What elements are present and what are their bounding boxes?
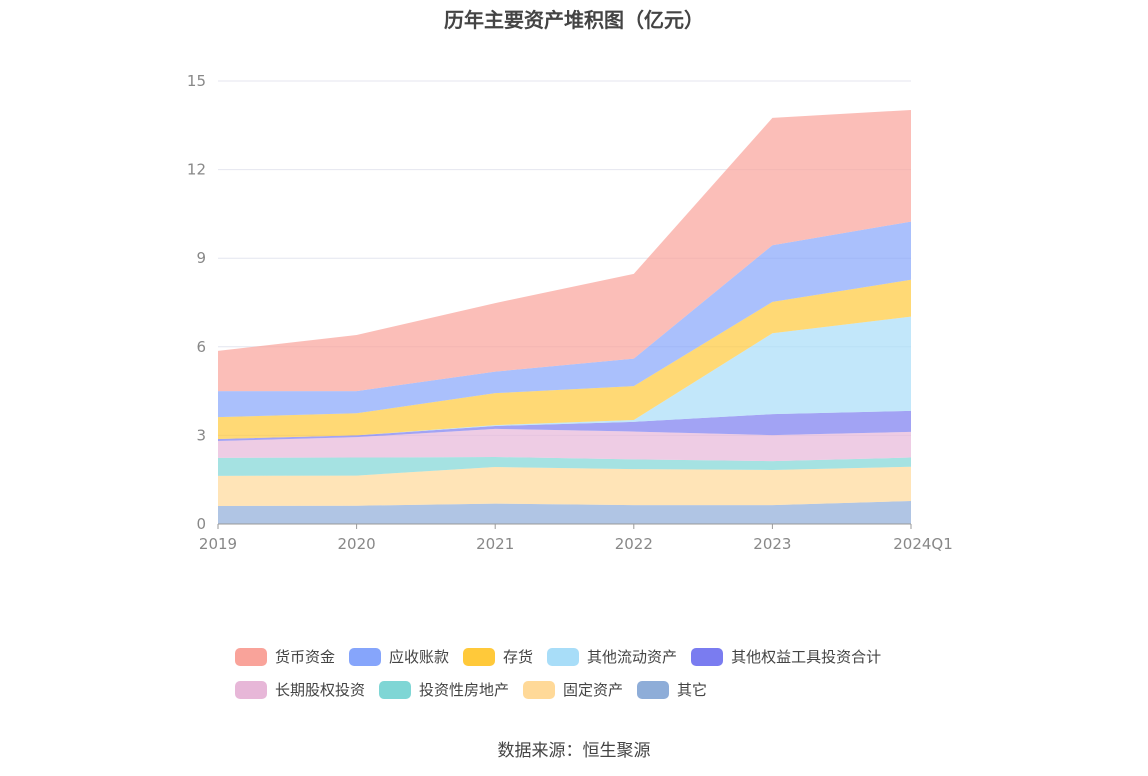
legend-swatch (349, 647, 382, 666)
area-应收账款 (218, 221, 911, 418)
area-其他流动资产 (218, 316, 911, 439)
legend-swatch (235, 647, 267, 666)
area-存货 (218, 279, 911, 439)
legend-label: 其他权益工具投资合计 (731, 648, 882, 666)
legend: 货币资金 应收账款 存货 其他流动资产 其他权益工具投资合计长期股权投资 投资性房地产 固定… (235, 640, 955, 706)
area-长期股权投资 (218, 428, 911, 462)
legend-swatch (637, 680, 670, 699)
x-tick-label: 2021 (476, 535, 514, 553)
y-tick-label: 0 (196, 515, 206, 533)
legend-item[interactable]: 其他流动资产 (547, 646, 677, 667)
area-其它 (218, 500, 911, 524)
legend-item[interactable]: 货币资金 (235, 646, 335, 667)
x-tick-label: 2019 (199, 535, 237, 553)
legend-swatch (547, 647, 580, 666)
legend-item[interactable]: 应收账款 (349, 646, 449, 667)
y-tick-label: 12 (187, 161, 206, 179)
legend-label: 固定资产 (563, 681, 624, 699)
legend-item[interactable]: 存货 (463, 646, 533, 667)
y-tick-label: 9 (196, 249, 206, 267)
legend-item[interactable]: 投资性房地产 (379, 679, 509, 700)
legend-swatch (691, 647, 724, 666)
x-tick-label: 2020 (338, 535, 376, 553)
legend-row: 货币资金 应收账款 存货 其他流动资产 其他权益工具投资合计 (235, 640, 955, 673)
legend-label: 存货 (503, 648, 534, 666)
y-tick-label: 15 (187, 72, 206, 90)
legend-swatch (379, 680, 412, 699)
data-source: 数据来源：恒生聚源 (497, 741, 651, 761)
stacked-area-chart: 0 3 6 9 12 15 2019 2020 2021 2022 2023 2024Q1 (187, 72, 953, 553)
area-其他权益工具投资合计 (218, 410, 911, 442)
legend-row: 长期股权投资 投资性房地产 固定资产 其它 (235, 673, 955, 706)
x-tick-label: 2024Q1 (893, 535, 953, 553)
legend-swatch (463, 647, 496, 666)
area-固定资产 (218, 466, 911, 506)
legend-item[interactable]: 固定资产 (523, 679, 623, 700)
legend-label: 货币资金 (275, 648, 336, 666)
y-tick-label: 6 (196, 338, 206, 356)
y-tick-label: 3 (196, 426, 206, 444)
x-tick-label: 2022 (615, 535, 653, 553)
legend-item[interactable]: 其它 (637, 679, 707, 700)
legend-swatch (523, 680, 556, 699)
area-投资性房地产 (218, 456, 911, 476)
legend-label: 其它 (677, 681, 708, 699)
legend-item[interactable]: 其他权益工具投资合计 (691, 646, 881, 667)
legend-label: 投资性房地产 (419, 681, 510, 699)
legend-item[interactable]: 长期股权投资 (235, 679, 365, 700)
legend-label: 其他流动资产 (587, 648, 678, 666)
legend-label: 长期股权投资 (275, 681, 366, 699)
legend-label: 应收账款 (389, 648, 450, 666)
x-tick-label: 2023 (753, 535, 791, 553)
legend-swatch (235, 680, 267, 699)
chart-title: 历年主要资产堆积图（亿元） (444, 8, 704, 32)
area-货币资金 (218, 109, 911, 392)
